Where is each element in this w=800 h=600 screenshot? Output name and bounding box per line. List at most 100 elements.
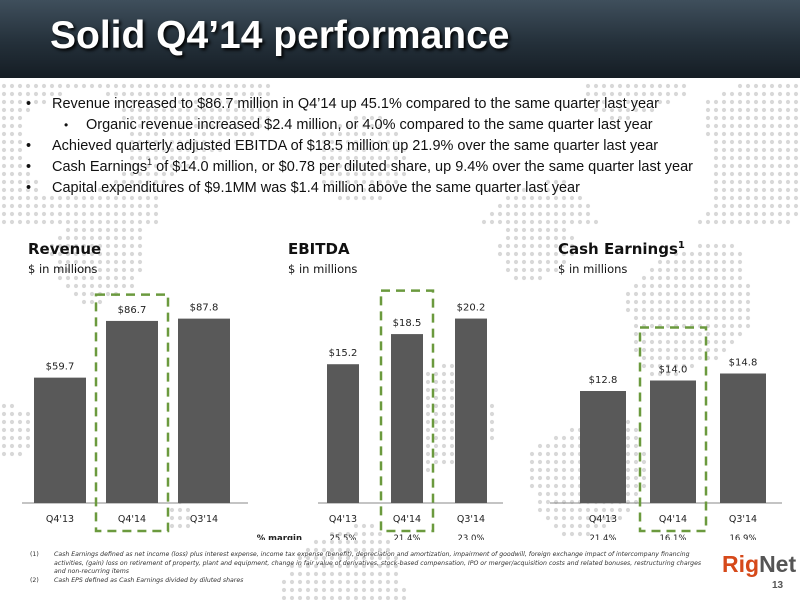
bg-dot — [585, 211, 591, 217]
bg-dot — [97, 259, 103, 265]
bg-dot — [449, 371, 455, 377]
bg-dot — [521, 251, 527, 257]
bg-dot — [697, 243, 703, 249]
bg-dot — [545, 219, 551, 225]
bg-dot — [33, 211, 39, 217]
bg-dot — [137, 227, 143, 233]
bg-dot — [657, 363, 663, 369]
bg-dot — [449, 363, 455, 369]
bg-dot — [705, 307, 711, 313]
bg-dot — [609, 83, 615, 89]
bg-dot — [65, 283, 71, 289]
bg-dot — [49, 251, 55, 257]
bg-dot — [649, 371, 655, 377]
bg-dot — [305, 571, 311, 577]
margin-label: 21.4% — [589, 534, 616, 540]
bg-dot — [329, 595, 335, 600]
bg-dot — [561, 491, 567, 497]
bg-dot — [17, 435, 23, 441]
bg-dot — [89, 275, 95, 281]
bg-dot — [689, 363, 695, 369]
bg-dot — [1, 451, 7, 457]
bg-dot — [65, 251, 71, 257]
bg-dot — [705, 283, 711, 289]
bg-dot — [569, 491, 575, 497]
bg-dot — [1, 403, 7, 409]
footnote-number: (2) — [30, 576, 39, 584]
bg-dot — [97, 219, 103, 225]
bg-dot — [625, 291, 631, 297]
bg-dot — [441, 379, 447, 385]
bg-dot — [697, 259, 703, 265]
bg-dot — [49, 243, 55, 249]
bg-dot — [633, 483, 639, 489]
bg-dot — [9, 419, 15, 425]
bg-dot — [121, 235, 127, 241]
bg-dot — [153, 219, 159, 225]
bg-dot — [561, 243, 567, 249]
bg-dot — [625, 299, 631, 305]
bg-dot — [369, 523, 375, 529]
bg-dot — [769, 219, 775, 225]
bg-dot — [361, 587, 367, 593]
bg-dot — [649, 283, 655, 289]
bg-dot — [169, 83, 175, 89]
bg-dot — [561, 467, 567, 473]
footnote-number: (1) — [30, 551, 39, 558]
bg-dot — [513, 211, 519, 217]
bg-dot — [681, 339, 687, 345]
bg-dot — [569, 443, 575, 449]
bg-dot — [665, 275, 671, 281]
bg-dot — [113, 267, 119, 273]
bg-dot — [769, 83, 775, 89]
bg-dot — [289, 587, 295, 593]
bg-dot — [9, 219, 15, 225]
bg-dot — [529, 483, 535, 489]
bg-dot — [633, 307, 639, 313]
bg-dot — [641, 83, 647, 89]
bg-dot — [97, 235, 103, 241]
bg-dot — [129, 235, 135, 241]
bg-dot — [553, 267, 559, 273]
bg-dot — [9, 443, 15, 449]
bg-dot — [705, 299, 711, 305]
bg-dot — [513, 227, 519, 233]
bg-dot — [65, 275, 71, 281]
bg-dot — [81, 243, 87, 249]
bg-dot — [545, 475, 551, 481]
bg-dot — [441, 403, 447, 409]
bg-dot — [441, 371, 447, 377]
bg-dot — [641, 483, 647, 489]
bg-dot — [193, 83, 199, 89]
bg-dot — [129, 211, 135, 217]
bg-dot — [721, 211, 727, 217]
bg-dot — [369, 571, 375, 577]
bg-dot — [561, 259, 567, 265]
bg-dot — [1, 435, 7, 441]
ebitda-chart-subtitle: $ in millions — [288, 262, 358, 276]
bg-dot — [505, 219, 511, 225]
bar-q314 — [455, 318, 487, 503]
bg-dot — [25, 83, 31, 89]
bg-dot — [569, 507, 575, 513]
bg-dot — [537, 227, 543, 233]
bg-dot — [729, 211, 735, 217]
bg-dot — [641, 315, 647, 321]
bg-dot — [553, 219, 559, 225]
bg-dot — [17, 411, 23, 417]
bg-dot — [673, 275, 679, 281]
bg-dot — [449, 387, 455, 393]
bg-dot — [33, 219, 39, 225]
bg-dot — [129, 259, 135, 265]
bg-dot — [777, 83, 783, 89]
bg-dot — [545, 235, 551, 241]
bg-dot — [385, 571, 391, 577]
bg-dot — [553, 435, 559, 441]
bg-dot — [1, 155, 7, 161]
bg-dot — [721, 203, 727, 209]
bg-dot — [369, 563, 375, 569]
bg-dot — [89, 259, 95, 265]
bg-dot — [505, 259, 511, 265]
bg-dot — [641, 283, 647, 289]
bg-dot — [713, 339, 719, 345]
